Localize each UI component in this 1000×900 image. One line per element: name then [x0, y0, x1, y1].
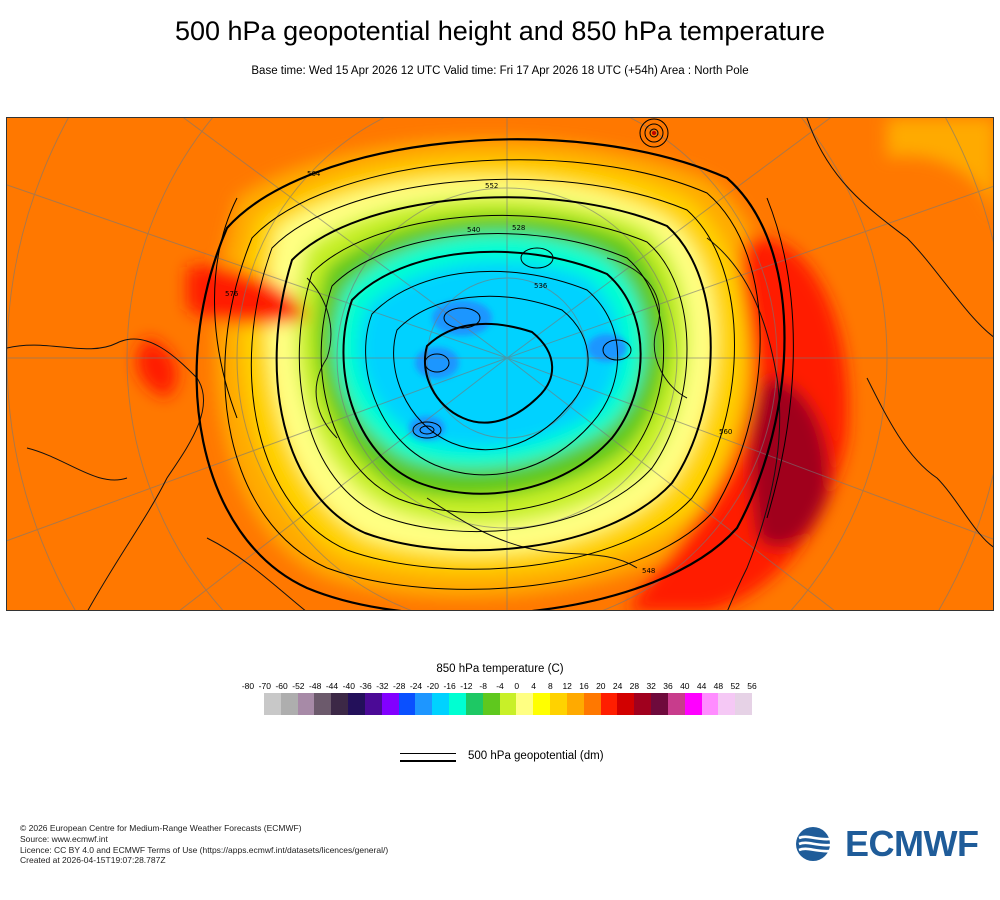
colorbar-tick-label: -24: [409, 681, 423, 691]
contour-label: 528: [512, 224, 525, 232]
colorbar-tick-label: 36: [663, 681, 673, 691]
colorbar-swatch: [348, 693, 365, 715]
colorbar-tick-label: 16: [579, 681, 589, 691]
geopotential-legend: 500 hPa geopotential (dm): [400, 748, 700, 768]
colorbar-swatch: [533, 693, 551, 715]
colorbar-swatch: [280, 693, 298, 715]
contour-label: 540: [467, 226, 480, 234]
colorbar-swatch: [651, 693, 668, 715]
colorbar-tick-label: -12: [460, 681, 473, 691]
colorbar-tick-label: 8: [548, 681, 553, 691]
north-pole-map: 536 552 564 576 528 540 560 548: [6, 117, 994, 611]
colorbar-tick-label: 12: [562, 681, 572, 691]
geopotential-contours: [195, 118, 794, 610]
low-center: [652, 131, 656, 135]
colorbar-tick-label: -48: [309, 681, 322, 691]
colorbar-tick-label: -8: [479, 681, 487, 691]
colorbar-tick-label: -36: [359, 681, 372, 691]
colorbar-swatch: [566, 693, 584, 715]
contour-label: 576: [225, 290, 239, 298]
colorbar-tick-label: -52: [292, 681, 305, 691]
colorbar-tick-label: -20: [426, 681, 439, 691]
chart-subtitle: Base time: Wed 15 Apr 2026 12 UTC Valid …: [251, 65, 749, 77]
colorbar-swatch: [583, 693, 601, 715]
credits: © 2026 European Centre for Medium-Range …: [20, 823, 388, 866]
colorbar-swatch: [331, 693, 349, 715]
ecmwf-logo-icon: [796, 827, 840, 861]
contour-label: 536: [534, 282, 548, 290]
colorbar-tick-label: 44: [696, 681, 707, 691]
ecmwf-logo: ECMWF: [795, 823, 985, 864]
colorbar-tick-label: 40: [680, 681, 690, 691]
colorbar-tick-label: 52: [730, 681, 740, 691]
colorbar-swatch: [449, 693, 466, 715]
colorbar-swatch: [499, 693, 517, 715]
colorbar-swatch: [364, 693, 382, 715]
colorbar-swatch: [381, 693, 399, 715]
contour-label: 560: [719, 428, 732, 436]
colorbar-swatch: [264, 693, 281, 715]
colorbar-tick-label: -40: [342, 681, 355, 691]
colorbar-tick-label: -70: [258, 681, 271, 691]
contour-label: 552: [485, 182, 498, 190]
colorbar-tick-label: -4: [496, 681, 504, 691]
colorbar-tick-label: 32: [646, 681, 656, 691]
colorbar-swatch: [617, 693, 635, 715]
created-text: Created at 2026-04-15T19:07:28.787Z: [20, 855, 166, 866]
coastlines: [7, 118, 993, 610]
contour-label: 564: [307, 170, 321, 178]
graticule: [7, 118, 993, 610]
colorbar-swatch: [701, 693, 719, 715]
colorbar-swatch: [516, 693, 534, 715]
colorbar-tick-label: -44: [325, 681, 339, 691]
colorbar-swatch: [667, 693, 685, 715]
colorbar-tick-label: 4: [531, 681, 536, 691]
chart-title: 500 hPa geopotential height and 850 hPa …: [174, 16, 825, 46]
colorbar-swatch: [684, 693, 702, 715]
colorbar-tick-label: 56: [747, 681, 757, 691]
colorbar-swatch: [600, 693, 618, 715]
ecmwf-logo-text: ECMWF: [845, 823, 979, 864]
colorbar-swatch: [415, 693, 433, 715]
contour-label: 548: [642, 567, 655, 575]
colorbar-tick-label: -28: [393, 681, 406, 691]
colorbar-tick-label: -80: [241, 681, 255, 691]
colorbar-tick-label: 28: [629, 681, 640, 691]
colorbar-title: 850 hPa temperature (C): [436, 663, 564, 675]
colorbar-swatch: [398, 693, 416, 715]
source-text: Source: www.ecmwf.int: [20, 833, 108, 844]
colorbar-swatch: [465, 693, 483, 715]
colorbar-swatch: [314, 693, 332, 715]
colorbar-ticks: -80 -70 -60 -52 -48 -44 -40 -36 -32 -28 -24 -20 -16-…: [240, 681, 760, 693]
colorbar-swatch: [482, 693, 500, 715]
colorbar-tick-label: -16: [443, 681, 456, 691]
colorbar-tick-label: 0: [514, 681, 520, 691]
colorbar-tick-label: -60: [275, 681, 288, 691]
licence-text: Licence: CC BY 4.0 and ECMWF Terms of Us…: [20, 844, 389, 855]
legend-line-sample: [400, 750, 456, 764]
legend-label: 500 hPa geopotential (dm): [468, 750, 604, 762]
colorbar-swatch: [432, 693, 450, 715]
colorbar-tick-label: 48: [713, 681, 724, 691]
copyright-text: © 2026 European Centre for Medium-Range …: [20, 823, 302, 833]
colorbar-swatch: [550, 693, 567, 715]
colorbar-tick-label: -32: [376, 681, 389, 691]
colorbar: [264, 693, 753, 715]
colorbar-tick-label: 24: [612, 681, 623, 691]
colorbar-swatch: [297, 693, 315, 715]
colorbar-swatch: [634, 693, 652, 715]
colorbar-swatch: [735, 693, 753, 715]
colorbar-tick-label: 20: [596, 681, 606, 691]
colorbar-swatch: [718, 693, 736, 715]
